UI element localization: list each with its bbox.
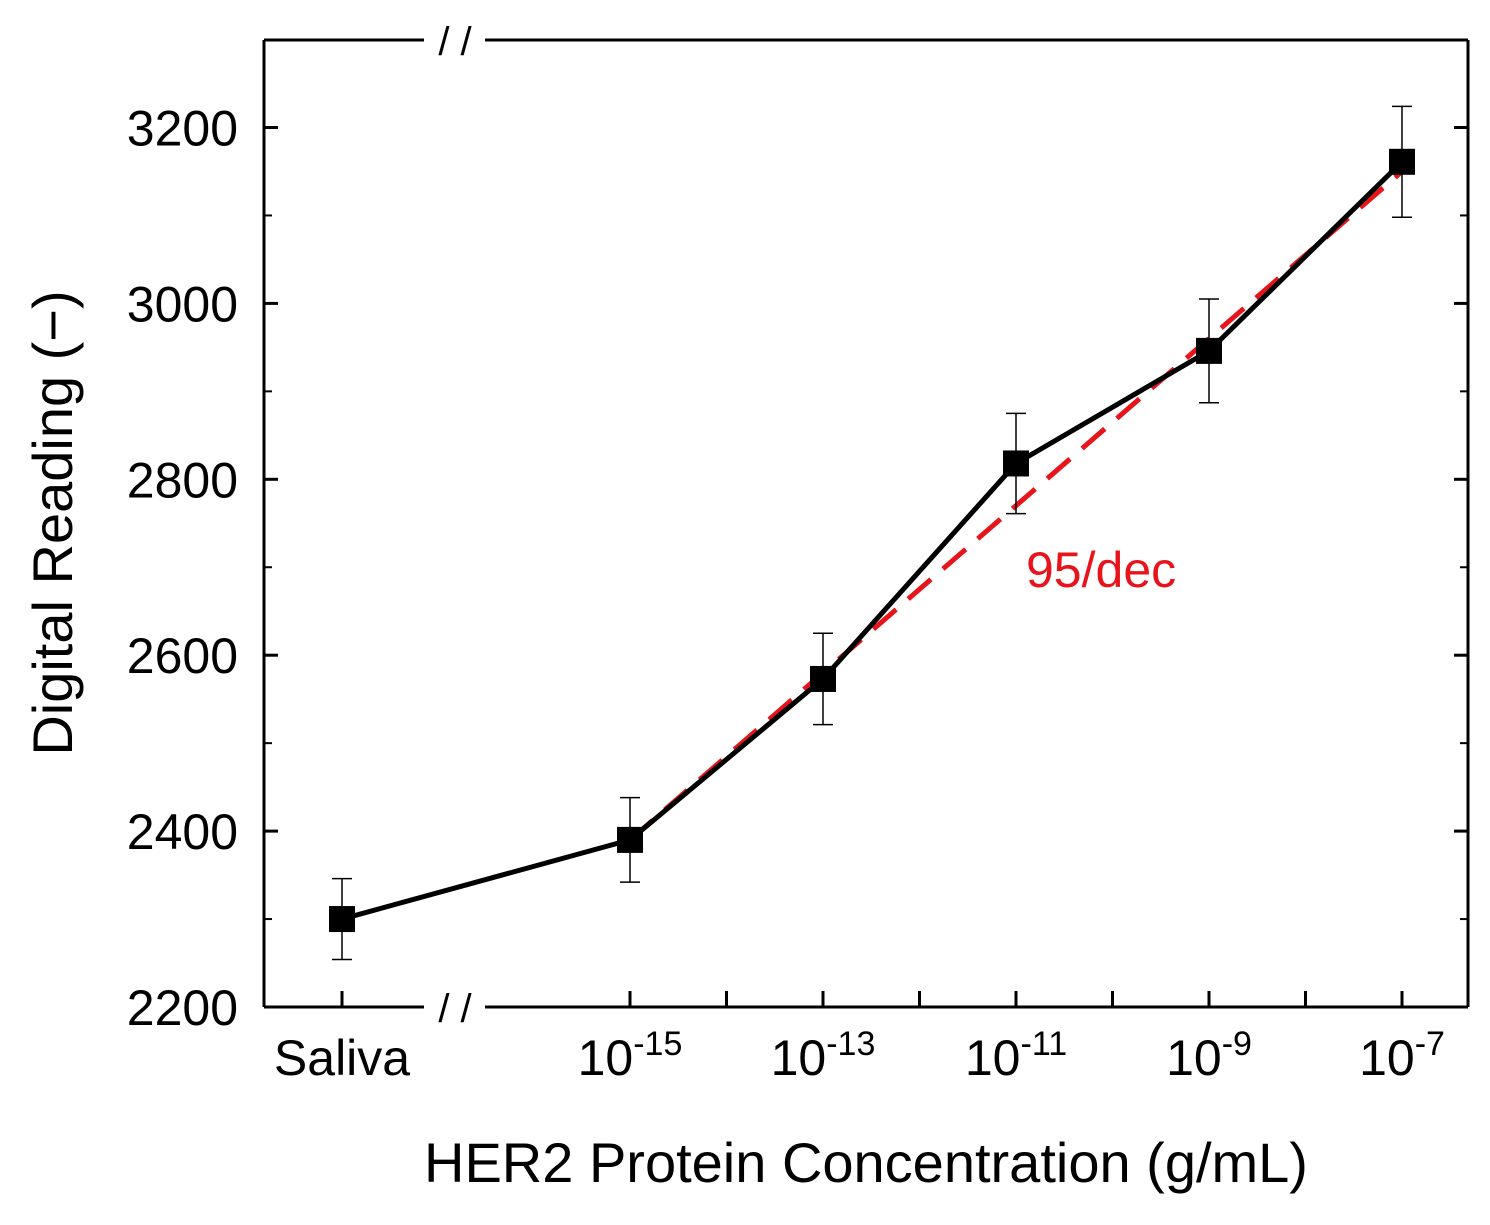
y-tick-label: 3200 — [127, 101, 238, 157]
y-tick-label: 2200 — [127, 980, 238, 1036]
x-tick-label: 10-13 — [771, 1025, 876, 1086]
top-axis-break-marker: / / — [438, 20, 472, 64]
x-tick-label: 10-9 — [1166, 1025, 1252, 1086]
x-axis-title: HER2 Protein Concentration (g/mL) — [424, 1131, 1308, 1194]
data-point-marker — [329, 906, 355, 933]
data-point-marker — [1389, 148, 1415, 175]
data-point-marker — [617, 826, 643, 853]
bottom-axis-break-marker: / / — [438, 987, 472, 1031]
y-axis-title: Digital Reading (−) — [21, 290, 84, 755]
series-line — [341, 160, 1404, 922]
y-tick-label: 2400 — [127, 804, 238, 860]
x-tick-label: 10-7 — [1359, 1025, 1445, 1086]
fit-slope-annotation: 95/dec — [1026, 542, 1176, 598]
y-axis-ticks: 2200 2400 2600 2800 3000 3200 — [127, 101, 1468, 1036]
data-point-marker — [810, 665, 836, 692]
x-tick-label: Saliva — [274, 1030, 410, 1086]
y-tick-label: 2800 — [127, 452, 238, 508]
x-tick-label: 10-15 — [578, 1025, 683, 1086]
x-tick-label: 10-11 — [965, 1025, 1067, 1086]
data-point-marker — [1003, 450, 1029, 477]
series-layer — [329, 105, 1415, 961]
x-axis-ticks: Saliva 10-15 10-13 10-11 10-9 10-7 — [274, 991, 1445, 1086]
y-tick-label: 2600 — [127, 628, 238, 684]
data-point-marker — [1196, 337, 1222, 364]
plot-frame — [262, 38, 1470, 1009]
y-tick-label: 3000 — [127, 276, 238, 332]
